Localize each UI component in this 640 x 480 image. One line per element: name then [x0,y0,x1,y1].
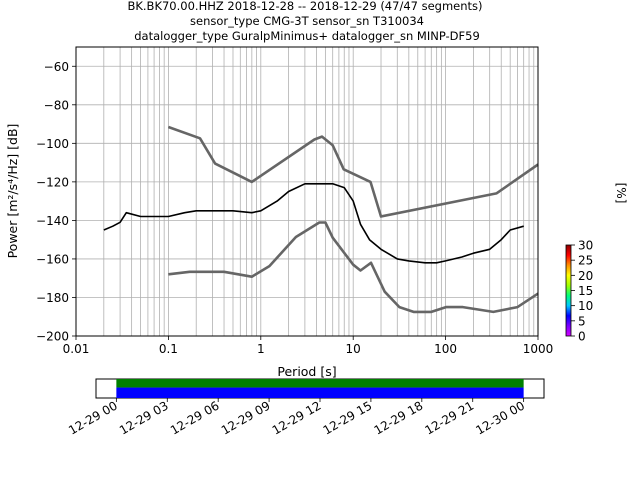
plot-frame [75,46,539,337]
x-tick-label: 1000 [523,342,554,356]
timeline-band [116,387,524,398]
timeline-band [116,379,524,388]
mean-curve [103,183,524,264]
timeline-tick-label: 12-29 00 [66,398,120,437]
timeline-tick-label: 12-29 18 [372,398,426,437]
ppsd-plot: 0.01 0.1 1 10 100 1000 −200 −180 −160 −140 −120 −1… [5,46,554,379]
chart-title-line3: datalogger_type GuralpMinimus+ datalogge… [134,29,480,43]
x-axis-label: Period [s] [277,364,336,379]
timeline-tick-label: 12-29 12 [270,398,324,437]
y-tick-label: −160 [36,252,69,266]
colorbar-tick-label: 0 [578,330,586,344]
colorbar-ramp [565,244,572,337]
colorbar-tick-label: 15 [578,284,593,298]
timeline-tick-label: 12-29 06 [168,398,222,437]
colorbar-tick-label: 5 [578,314,586,328]
timeline-tick-label: 12-29 03 [117,398,171,437]
colorbar-label: [%] [614,183,628,204]
noise-model-high-curve [167,125,539,218]
x-tick-label: 100 [434,342,457,356]
x-tick-label: 0.01 [63,342,90,356]
timeline-tick-label: 12-30 00 [473,398,527,437]
plot-background [76,47,538,336]
timeline-tick-label: 12-29 21 [423,398,477,437]
colorbar-tick-label: 25 [578,254,593,268]
y-axis-ticks: −200 −180 −160 −140 −120 −100 −80 −60 [36,60,76,344]
x-tick-label: 0.1 [159,342,178,356]
y-tick-label: −180 [36,291,69,305]
timeline-tick-label: 12-29 15 [321,398,375,437]
colorbar-tick-label: 30 [578,239,593,253]
timeline-bands [116,379,524,398]
colorbar-tick-label: 20 [578,269,593,283]
chart-title-line1: BK.BK70.00.HHZ 2018-12-28 -- 2018-12-29 … [127,0,482,13]
y-tick-label: −100 [36,137,69,151]
y-tick-label: −60 [44,60,69,74]
y-tick-label: −200 [36,330,69,344]
noise-model-low-curve [168,221,539,314]
timeline-tick-label: 12-29 09 [219,398,273,437]
colorbar-tick-label: 10 [578,299,593,313]
x-axis-ticks: 0.01 0.1 1 10 100 1000 [63,336,554,356]
y-axis-label: Power [m²/s⁴/Hz] [dB] [5,124,20,259]
curves [103,125,539,314]
y-tick-label: −120 [36,175,69,189]
chart-title-line2: sensor_type CMG-3T sensor_sn T310034 [190,14,424,28]
x-tick-label: 1 [257,342,265,356]
y-tick-label: −140 [36,214,69,228]
minor-grid [103,47,535,336]
x-tick-label: 10 [346,342,361,356]
y-tick-label: −80 [44,98,69,112]
